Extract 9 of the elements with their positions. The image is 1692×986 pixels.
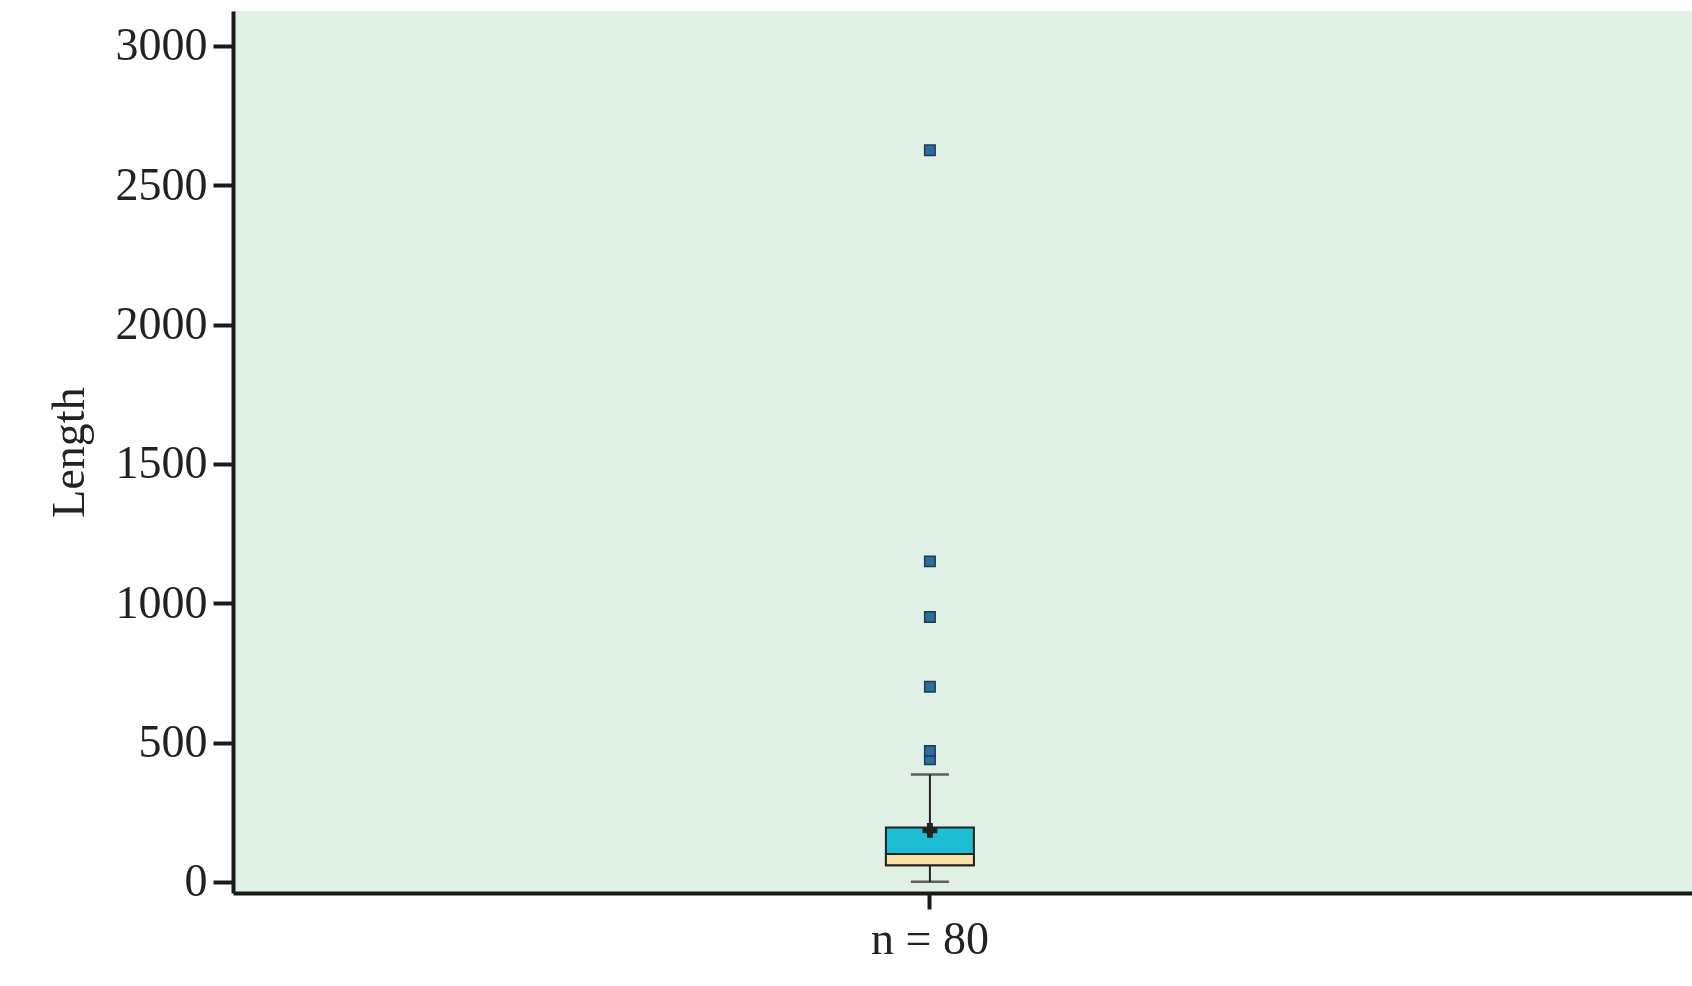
x-tick-label: n = 80 <box>870 912 989 964</box>
y-tick-label: 3000 <box>115 19 208 71</box>
y-tick-label: 2500 <box>115 158 208 210</box>
y-tick-label: 2000 <box>115 298 208 350</box>
y-tick-label: 1000 <box>115 576 208 628</box>
y-axis-title: Length <box>42 387 94 518</box>
y-tick-label: 1500 <box>115 437 208 489</box>
y-tick-label: 0 <box>184 855 208 907</box>
y-tick-label: 500 <box>138 716 208 768</box>
